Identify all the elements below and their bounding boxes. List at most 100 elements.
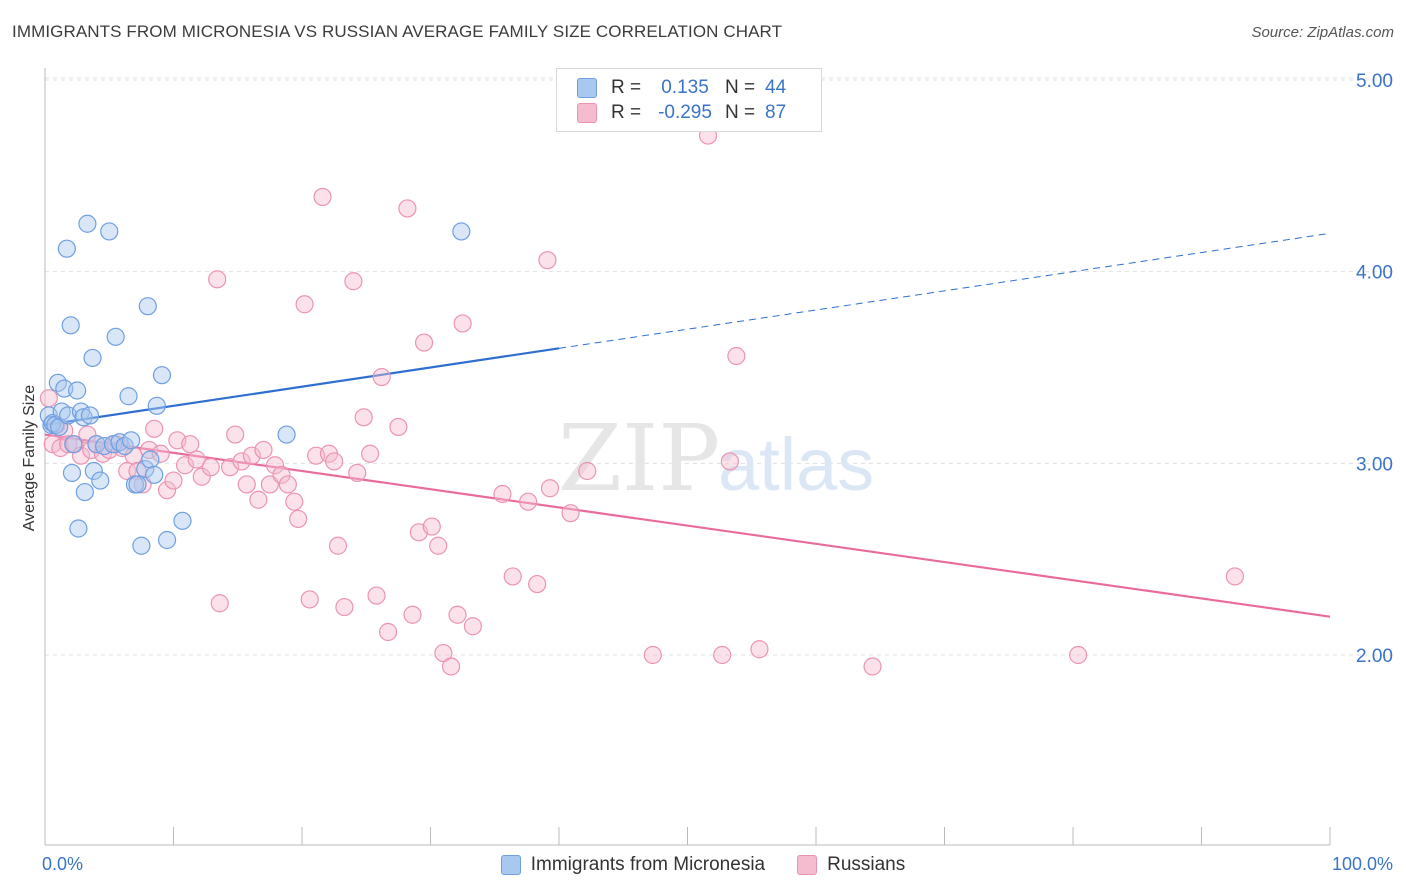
y-tick-label: 2.00 (1356, 646, 1393, 667)
point-russians (242, 446, 261, 465)
x-tick-label: 0.0% (42, 854, 83, 874)
point-russians (145, 419, 164, 438)
legend-label-micronesia: Immigrants from Micronesia (530, 854, 766, 875)
point-russians (503, 567, 522, 586)
point-russians (208, 270, 227, 289)
point-russians (361, 444, 380, 463)
point-russians (285, 492, 304, 511)
point-russians (389, 417, 408, 437)
point-russians (164, 471, 183, 490)
point-russians (519, 492, 538, 511)
point-micronesia (75, 482, 94, 502)
point-russians (354, 408, 373, 427)
point-micronesia (119, 387, 138, 406)
point-micronesia (62, 463, 82, 483)
trend-extension-micronesia (558, 232, 1331, 349)
legend-swatch-blue (500, 855, 521, 875)
point-russians (139, 440, 159, 460)
chart-title: IMMIGRANTS FROM MICRONESIA VS RUSSIAN AV… (12, 22, 783, 41)
series-legend: Immigrants from Micronesia Russians (0, 852, 1406, 878)
legend-label-russians: Russians (827, 854, 906, 875)
source-credit: Source: ZipAtlas.com (1251, 24, 1394, 41)
point-russians (157, 481, 177, 500)
point-russians (429, 536, 448, 555)
legend-swatch-pink (577, 103, 597, 123)
correlation-legend: R = 0.135 N = 44 R = -0.295 N = 87 (556, 68, 822, 132)
trend-lines (44, 232, 1331, 618)
point-russians (118, 461, 137, 481)
point-russians (863, 657, 882, 676)
point-russians (232, 452, 251, 471)
point-russians (493, 484, 512, 504)
point-russians (187, 450, 206, 469)
legend-item-micronesia: Immigrants from Micronesia (500, 852, 766, 878)
legend-r-label: R = (611, 77, 642, 98)
point-russians (39, 389, 58, 408)
point-russians (378, 622, 398, 642)
point-russians (1225, 567, 1245, 586)
point-micronesia (84, 461, 103, 481)
legend-n-value: 87 (765, 102, 787, 123)
trend-line-russians (44, 433, 1331, 618)
data-points (39, 126, 1245, 676)
point-russians (348, 463, 367, 483)
point-micronesia (61, 316, 80, 335)
y-tick-label: 4.00 (1356, 263, 1393, 284)
point-micronesia (68, 381, 87, 400)
point-russians (578, 461, 597, 481)
point-russians (254, 440, 273, 460)
point-russians (528, 574, 547, 594)
point-russians (453, 314, 472, 333)
point-micronesia (100, 222, 119, 241)
point-russians (226, 425, 245, 444)
point-russians (422, 517, 441, 536)
point-russians (295, 295, 314, 314)
point-micronesia (83, 348, 102, 368)
point-russians (727, 346, 746, 366)
point-russians (272, 465, 291, 484)
point-russians (561, 504, 580, 523)
point-micronesia (106, 327, 125, 346)
point-micronesia (74, 408, 93, 427)
point-russians (538, 251, 557, 270)
point-russians (181, 435, 200, 454)
point-russians (249, 490, 268, 509)
point-micronesia (145, 465, 164, 484)
point-russians (448, 605, 467, 624)
point-micronesia (57, 239, 76, 258)
point-russians (1069, 645, 1088, 665)
point-micronesia (64, 435, 83, 454)
y-tick-labels: 2.00 3.00 4.00 5.00 (1356, 71, 1393, 667)
point-micronesia (128, 475, 147, 494)
watermark-atlas: atlas (718, 423, 874, 506)
point-russians (328, 536, 348, 555)
point-russians (289, 509, 308, 529)
point-russians (201, 458, 220, 477)
trend-line-micronesia (44, 347, 560, 427)
point-russians (313, 187, 332, 207)
point-russians (300, 590, 319, 609)
point-russians (151, 444, 170, 463)
legend-row-micronesia: R = 0.135 N = 44 (577, 75, 786, 101)
point-micronesia (80, 406, 100, 425)
point-micronesia (91, 471, 110, 490)
point-russians (367, 586, 386, 605)
point-russians (325, 452, 344, 471)
legend-r-value: -0.295 (658, 102, 712, 123)
legend-n-label: N = (725, 77, 756, 98)
point-russians (59, 435, 78, 454)
point-russians (540, 479, 560, 498)
point-russians (372, 367, 391, 387)
y-axis-label: Average Family Size (21, 385, 38, 532)
watermark: ZIP atlas (558, 405, 874, 512)
point-russians (463, 617, 483, 636)
legend-item-russians: Russians (797, 852, 905, 878)
watermark-zip: ZIP (558, 405, 720, 512)
point-micronesia (78, 214, 97, 233)
point-micronesia (147, 396, 166, 415)
y-tick-label: 5.00 (1356, 71, 1393, 92)
x-tick-label: 100.0% (1332, 854, 1393, 874)
point-russians (265, 456, 285, 475)
point-russians (398, 199, 417, 218)
